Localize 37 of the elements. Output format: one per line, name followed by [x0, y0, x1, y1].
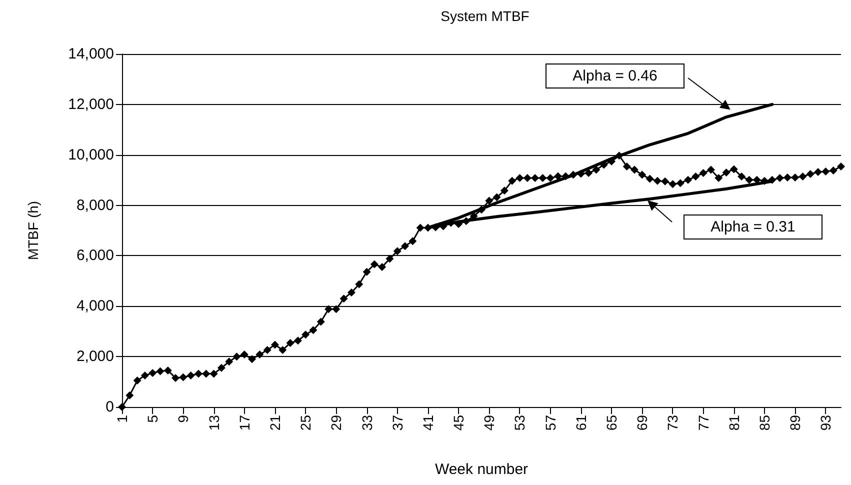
x-tick-label: 93 [818, 414, 834, 431]
x-tick-label: 61 [572, 414, 589, 431]
x-tick-label: 21 [266, 414, 283, 431]
x-tick-label: 89 [787, 414, 804, 431]
x-tick-label: 37 [389, 414, 406, 431]
x-tick-label: 5 [144, 414, 161, 423]
x-tick-label: 41 [420, 414, 436, 431]
chart-title: System MTBF [440, 8, 530, 24]
y-tick-label: 2,000 [76, 348, 114, 366]
x-tick-label: 45 [450, 414, 467, 431]
x-tick-label: 73 [664, 414, 681, 431]
y-tick-label: 6,000 [76, 247, 114, 264]
x-tick-label: 29 [328, 414, 344, 431]
x-tick-label: 69 [634, 414, 650, 431]
x-tick-label: 17 [236, 414, 252, 431]
y-tick-label: 4,000 [76, 298, 114, 315]
x-tick-label: 33 [358, 414, 375, 431]
y-tick-label: 8,000 [76, 196, 114, 214]
x-axis-title: Week number [434, 461, 528, 478]
y-tick-label: 0 [106, 398, 114, 416]
y-tick-label: 10,000 [68, 146, 114, 164]
x-tick-label: 25 [298, 414, 314, 431]
x-tick-label: 1 [114, 414, 130, 423]
y-tick-label: 14,000 [68, 46, 114, 62]
x-tick-label: 53 [512, 414, 528, 431]
x-tick-label: 81 [726, 414, 742, 431]
x-tick-label: 85 [756, 414, 773, 431]
annotation: Alpha = 0.31 [710, 218, 796, 236]
x-tick-label: 13 [206, 414, 222, 431]
annotation: Alpha = 0.46 [572, 68, 658, 84]
x-tick-label: 49 [481, 414, 498, 431]
x-tick-label: 9 [175, 414, 192, 423]
y-tick-label: 12,000 [68, 96, 114, 113]
x-tick-label: 57 [542, 414, 558, 431]
x-tick-label: 65 [604, 414, 620, 431]
x-tick-label: 77 [695, 414, 712, 431]
y-axis-title: MTBF (h) [25, 200, 41, 260]
